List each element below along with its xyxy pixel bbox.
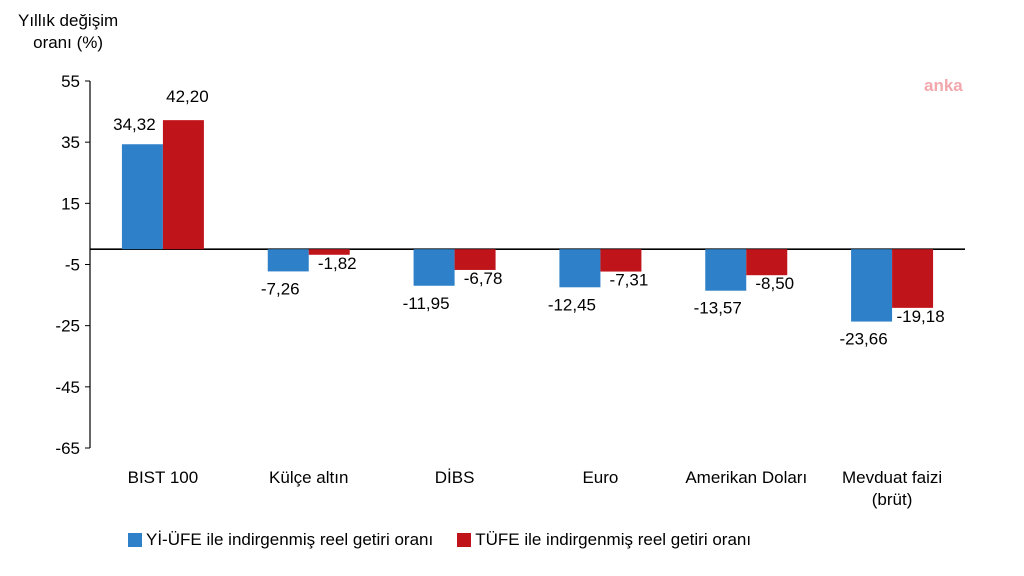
y-tick-label: -45 <box>55 378 80 397</box>
data-label: -23,66 <box>839 330 887 349</box>
bar <box>559 249 601 288</box>
data-label: -12,45 <box>548 295 596 314</box>
legend-swatch-ufe <box>128 533 142 547</box>
data-label: -11,95 <box>403 294 450 313</box>
bar <box>892 249 934 308</box>
data-label: -8,50 <box>755 274 794 293</box>
data-label: -1,82 <box>318 254 357 273</box>
bar <box>267 249 309 272</box>
x-tick-label: BIST 100 <box>128 468 199 487</box>
data-label: -7,26 <box>261 279 300 298</box>
legend-swatch-tufe <box>457 533 472 547</box>
x-tick-label: DİBS <box>435 468 475 487</box>
y-tick-label: -25 <box>55 317 80 336</box>
bar <box>121 144 163 250</box>
data-label: -19,18 <box>896 307 944 326</box>
bar <box>454 249 496 270</box>
y-axis-label-line2: oranı (%) <box>33 33 104 52</box>
legend-item-ufe: Yİ-ÜFE ile indirgenmiş reel getiri oranı <box>128 530 433 550</box>
y-axis-label-line1: Yıllık değişim <box>18 11 119 30</box>
bar <box>162 120 204 250</box>
y-tick-label: 55 <box>61 72 80 91</box>
bar <box>746 249 788 276</box>
y-tick-label: -5 <box>65 256 80 275</box>
watermark-logo: anka <box>924 76 963 95</box>
data-label: 42,20 <box>166 87 209 106</box>
x-tick-label: Mevduat faizi <box>842 468 942 487</box>
y-tick-label: 35 <box>61 133 80 152</box>
legend-label-tufe: TÜFE ile indirgenmiş reel getiri oranı <box>475 530 752 549</box>
bar <box>600 249 642 272</box>
bar <box>413 249 455 286</box>
x-tick-label: Külçe altın <box>269 468 348 487</box>
data-label: 34,32 <box>113 115 156 134</box>
legend-label-ufe: Yİ-ÜFE ile indirgenmiş reel getiri oranı <box>146 530 434 549</box>
x-tick-label: Amerikan Doları <box>685 468 807 487</box>
y-tick-label: -65 <box>55 439 80 458</box>
data-label: -7,31 <box>610 271 649 290</box>
y-axis-label: Yıllık değişim oranı (%) <box>18 10 118 54</box>
bar <box>851 249 893 322</box>
x-tick-label: (brüt) <box>872 490 913 509</box>
bar <box>308 249 350 255</box>
data-label: -13,57 <box>694 299 742 318</box>
x-tick-label: Euro <box>582 468 618 487</box>
legend: Yİ-ÜFE ile indirgenmiş reel getiri oranı… <box>128 530 775 550</box>
bar <box>705 249 747 291</box>
y-tick-label: 15 <box>61 194 80 213</box>
legend-item-tufe: TÜFE ile indirgenmiş reel getiri oranı <box>457 530 751 550</box>
data-label: -6,78 <box>464 269 503 288</box>
